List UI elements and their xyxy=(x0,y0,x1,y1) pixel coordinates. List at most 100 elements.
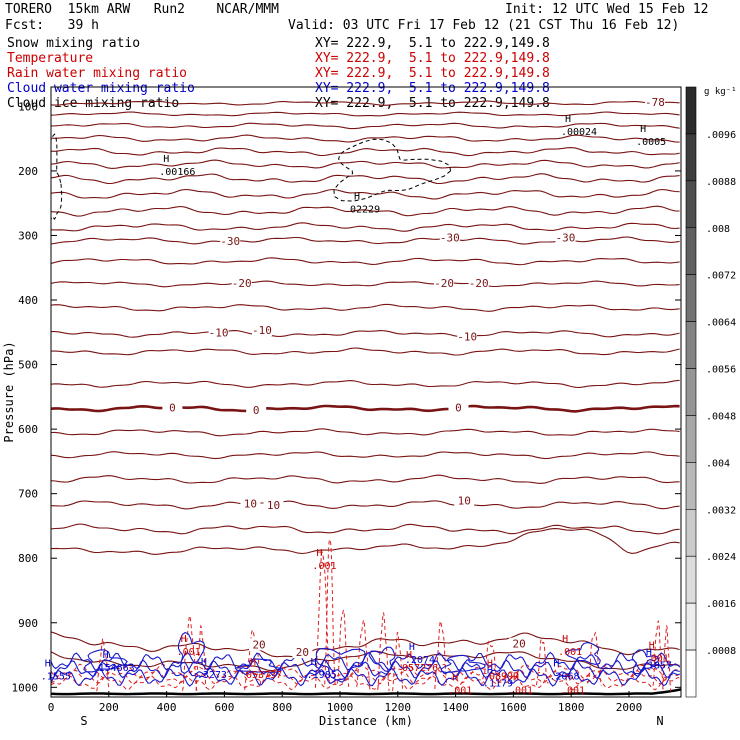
isotherm-line xyxy=(51,474,680,484)
colorbar-tick-label: .0088 xyxy=(706,177,736,188)
maximum-value-label: .1857 xyxy=(642,660,672,671)
south-label: S xyxy=(80,714,87,728)
colorbar-cell xyxy=(685,462,697,510)
x-tick-label: 2000 xyxy=(616,701,643,714)
isotherm-label: 20 xyxy=(252,638,265,651)
isotherm-label: 20 xyxy=(296,646,309,659)
colorbar-cell xyxy=(685,509,697,557)
isotherm-line xyxy=(51,236,680,245)
isotherm-label-bg xyxy=(162,401,183,414)
rain-contour xyxy=(377,612,390,692)
isotherm-label-bg xyxy=(292,646,313,659)
isotherm-line xyxy=(51,257,680,266)
cloud-water-contour xyxy=(234,658,283,673)
isotherm-line xyxy=(51,173,680,185)
colorbar-tick-label: .0048 xyxy=(706,411,736,422)
colorbar-cell xyxy=(685,602,697,651)
maximum-value-label: .001 xyxy=(448,686,472,697)
isotherm-label: 20 xyxy=(513,638,526,651)
isotherm-label-bg xyxy=(220,234,241,247)
colorbar-cell xyxy=(685,180,697,229)
cloud-water-contour xyxy=(565,642,601,665)
isotherm-line xyxy=(51,523,680,535)
y-tick-label: 700 xyxy=(18,488,38,501)
maximum-value-label: .0005 xyxy=(636,137,666,148)
colorbar-cell xyxy=(685,86,697,135)
colorbar-cell xyxy=(685,227,697,275)
isotherm-line xyxy=(51,188,680,200)
maximum-h-marker: H xyxy=(565,114,571,125)
maximum-h-marker: H xyxy=(354,192,360,203)
x-tick-label: 200 xyxy=(99,701,119,714)
field-title-0: Snow mixing ratio xyxy=(7,36,141,51)
cloud-water-contour xyxy=(51,651,681,672)
isotherm-line xyxy=(51,205,680,217)
isotherm-line xyxy=(51,134,680,143)
isotherm-line xyxy=(51,280,680,288)
y-tick-label: 500 xyxy=(18,359,38,372)
maximum-value-label: .08997 xyxy=(483,671,519,682)
isotherm-label-bg xyxy=(468,276,489,289)
rain-contour xyxy=(662,624,672,692)
x-tick-label: 0 xyxy=(48,701,55,714)
maximum-h-marker: H xyxy=(565,673,571,684)
rain-contour xyxy=(336,609,350,687)
isotherm-label: -30 xyxy=(555,232,575,245)
y-tick-label: 200 xyxy=(18,165,38,178)
isotherm-label-bg xyxy=(644,96,665,109)
maximum-h-marker: H xyxy=(409,642,415,653)
surface-line xyxy=(51,688,681,696)
isotherm-label-bg xyxy=(208,326,229,339)
isotherm-label-bg xyxy=(231,276,252,289)
axes-layer: 0 200 400 600 800 1000 1200 1400 1600 1800 2000200… xyxy=(2,86,682,728)
maximum-value-label: .001 xyxy=(561,686,585,697)
rain-contour xyxy=(182,613,198,691)
maximum-h-marker: H xyxy=(562,634,568,645)
x-tick-label: 600 xyxy=(214,701,234,714)
y-tick-label: 300 xyxy=(18,229,38,242)
maximum-h-marker: H xyxy=(103,650,109,661)
isotherm-label: 0 xyxy=(169,401,176,414)
colorbar-tick-label: .0024 xyxy=(706,552,736,563)
isotherm-line xyxy=(51,147,680,157)
isotherm-label-bg xyxy=(246,404,267,417)
isotherm-label-bg xyxy=(448,401,469,414)
rain-contour xyxy=(356,618,371,691)
maximum-value-label: .001 xyxy=(509,686,533,697)
colorbar-cell xyxy=(685,415,697,463)
maximum-h-marker: H xyxy=(201,657,207,668)
rain-contour xyxy=(481,640,500,687)
maximum-h-marker: H xyxy=(487,658,493,669)
colorbar-cell xyxy=(685,368,697,416)
colorbar-tick-label: .004 xyxy=(706,458,730,469)
maximum-value-label: 02229 xyxy=(350,205,380,216)
cloud-water-contour xyxy=(51,659,680,679)
maximum-h-marker: H xyxy=(163,154,169,165)
isotherm-label: 0 xyxy=(455,401,462,414)
colorbar-cell xyxy=(685,274,697,322)
cloud-water-contour xyxy=(177,631,206,675)
maximum-h-marker: H xyxy=(513,673,519,684)
rain-contour xyxy=(195,624,207,691)
plot-frame xyxy=(50,86,682,698)
isotherm-label: -20 xyxy=(469,277,489,290)
x-tick-label: 400 xyxy=(157,701,177,714)
rain-contour xyxy=(586,631,602,686)
maximum-value-label: .00024 xyxy=(561,127,597,138)
y-tick-label: 800 xyxy=(18,552,38,565)
isotherm-label-bg xyxy=(249,638,270,651)
rain-contour xyxy=(314,550,331,688)
maximum-value-label: .1985 xyxy=(307,670,337,681)
maximum-h-marker: H xyxy=(406,650,412,661)
maximum-value-label: 154663 xyxy=(99,663,135,674)
cloud-water-contour xyxy=(315,647,366,681)
isotherm-line xyxy=(51,303,680,312)
cloud-water-contour xyxy=(83,649,128,673)
isotherm-line xyxy=(51,451,680,460)
y-tick-label: 600 xyxy=(18,423,38,436)
y-tick-label: 900 xyxy=(18,617,38,630)
maximum-value-label: .001 xyxy=(177,647,201,658)
model-run-label: TORERO 15km ARW Run2 NCAR/MMM xyxy=(5,2,279,17)
isotherm-label-bg xyxy=(434,276,455,289)
